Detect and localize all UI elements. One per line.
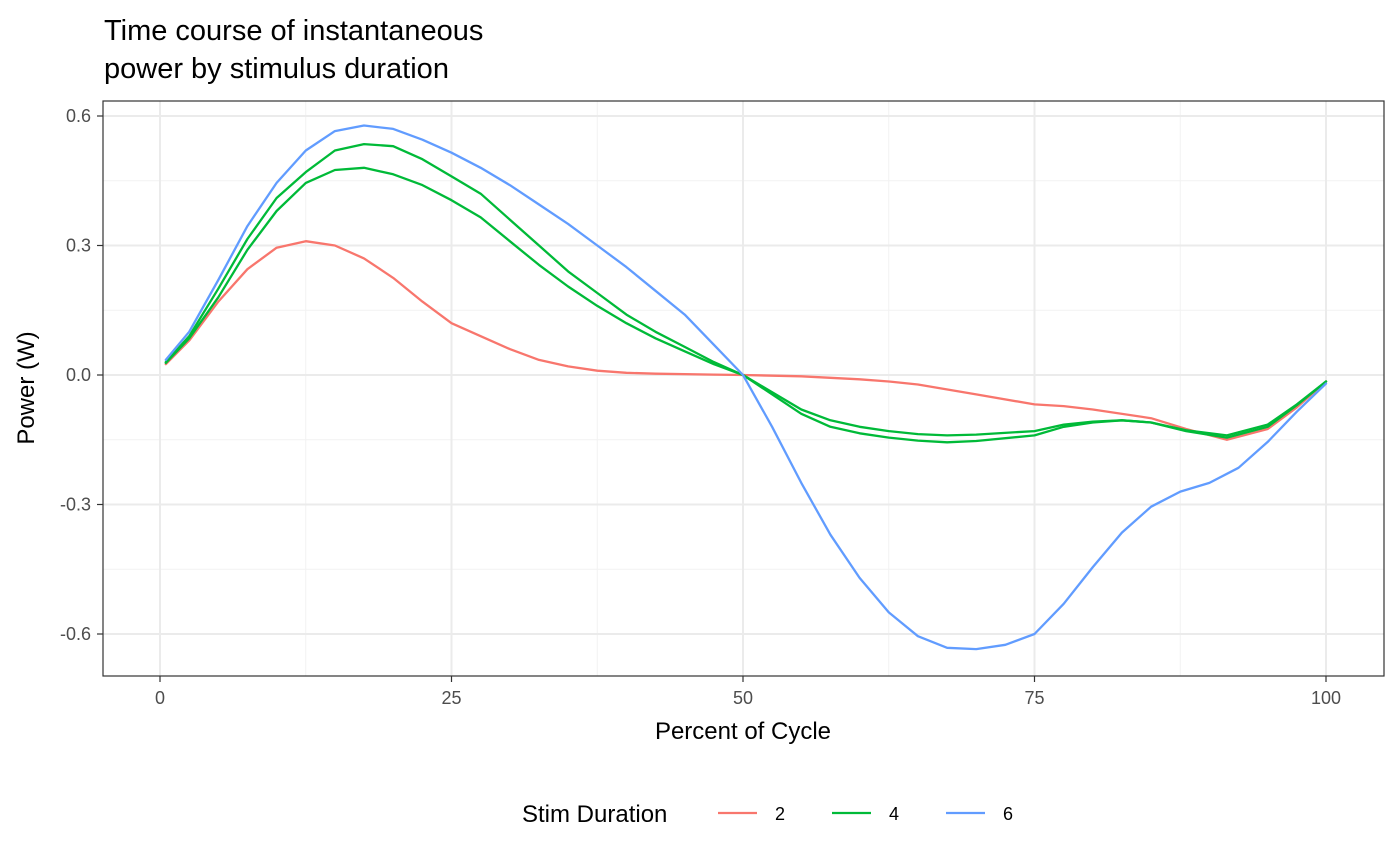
x-tick-label: 25 <box>441 688 461 708</box>
legend: Stim Duration 2 4 6 <box>522 801 1013 828</box>
chart-title-line-2: power by stimulus duration <box>104 53 449 85</box>
y-tick-label: 0.6 <box>66 106 91 126</box>
x-axis: 0 25 50 75 100 <box>155 676 1341 708</box>
legend-title: Stim Duration <box>522 801 667 828</box>
series-line-2-0 <box>164 240 1328 441</box>
x-tick-label: 50 <box>733 688 753 708</box>
y-tick-label: -0.3 <box>60 495 91 515</box>
chart-title: Time course of instantaneous power by st… <box>104 15 483 85</box>
grid-lines <box>103 101 1384 676</box>
y-tick-label: -0.6 <box>60 624 91 644</box>
series-line-6-3 <box>164 124 1328 651</box>
x-tick-label: 75 <box>1024 688 1044 708</box>
y-axis: 0.6 0.3 0.0 -0.3 -0.6 <box>60 106 103 644</box>
x-axis-title: Percent of Cycle <box>655 718 831 745</box>
series-lines <box>164 124 1328 651</box>
series-line-4-2 <box>164 166 1328 437</box>
legend-label-2: 2 <box>775 804 785 824</box>
y-axis-title: Power (W) <box>13 331 40 444</box>
series-line-4-1 <box>164 142 1328 444</box>
legend-label-4: 4 <box>889 804 899 824</box>
legend-label-6: 6 <box>1003 804 1013 824</box>
chart-title-line-1: Time course of instantaneous <box>104 15 483 47</box>
y-tick-label: 0.3 <box>66 236 91 256</box>
y-tick-label: 0.0 <box>66 365 91 385</box>
x-tick-label: 0 <box>155 688 165 708</box>
x-tick-label: 100 <box>1311 688 1341 708</box>
